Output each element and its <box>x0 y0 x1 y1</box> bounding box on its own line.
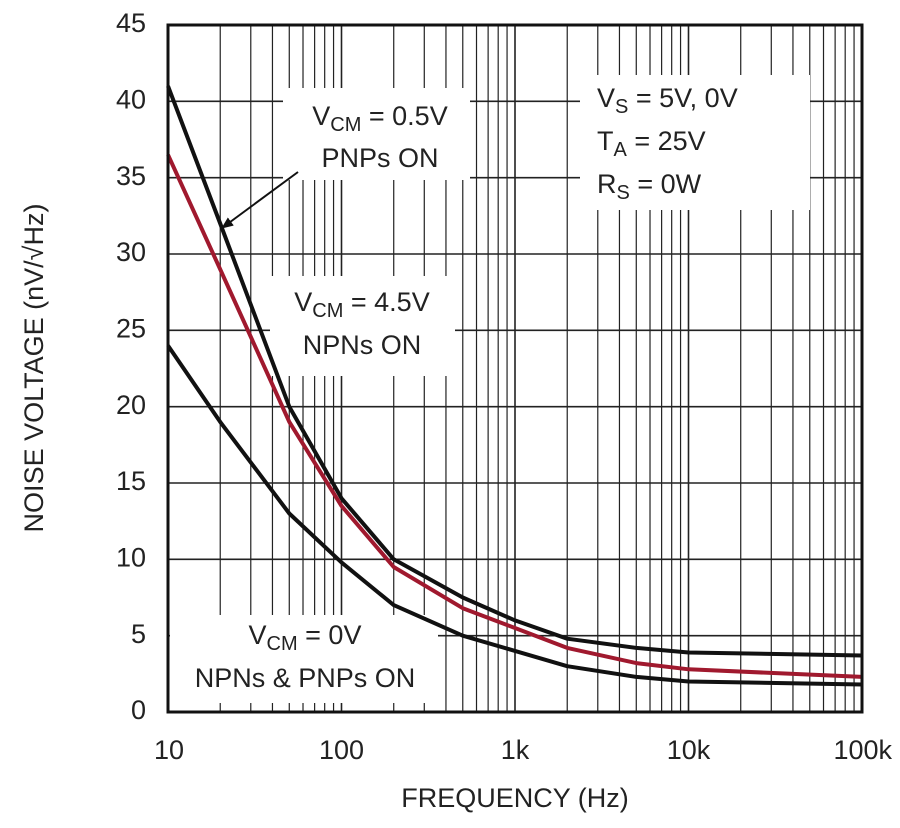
annotation-text: R <box>597 169 617 199</box>
annotation-text: = 5V, 0V <box>628 83 737 113</box>
plot-border <box>166 23 864 714</box>
annotation-background <box>270 276 455 376</box>
annotation-background <box>580 75 810 210</box>
annotation-text: CM <box>312 300 343 322</box>
annotation-text: = 4.5V <box>343 287 429 317</box>
annotation-text: S <box>615 96 628 118</box>
y-tick-label: 30 <box>116 237 146 267</box>
data-line <box>166 344 863 687</box>
annotation: VCM = 0V <box>249 620 362 655</box>
annotation: VCM = 0.5V <box>312 101 447 136</box>
annotation: NPNs ON <box>303 330 422 360</box>
annotation-text: = 0V <box>298 620 362 650</box>
y-tick-label: 5 <box>131 619 146 649</box>
annotation: NPNs & PNPs ON <box>195 663 416 693</box>
data-line <box>166 85 863 658</box>
y-axis-title: NOISE VOLTAGE (nV/√Hz) <box>19 204 49 533</box>
x-tick-label: 10k <box>667 735 711 765</box>
annotation-text: S <box>617 182 630 204</box>
x-tick-label: 1k <box>501 735 530 765</box>
annotation: VCM = 4.5V <box>294 287 429 322</box>
annotation: RS = 0W <box>597 169 702 204</box>
y-tick-label: 20 <box>116 390 146 420</box>
annotation-text: NPNs ON <box>303 330 422 360</box>
annotation-text: V <box>597 83 615 113</box>
annotation-text: V <box>249 620 267 650</box>
annotation-text: A <box>614 139 628 161</box>
annotation-background <box>283 88 470 180</box>
annotation-text: NPNs & PNPs ON <box>195 663 416 693</box>
annotation-text: = 25V <box>627 126 706 156</box>
annotation-arrow <box>221 171 299 229</box>
y-tick-label: 15 <box>116 466 146 496</box>
y-tick-label: 40 <box>116 84 146 114</box>
y-tick-label: 25 <box>116 313 146 343</box>
annotation-text: = 0.5V <box>361 101 447 131</box>
x-tick-label: 100k <box>833 735 892 765</box>
annotation: PNPs ON <box>321 143 438 173</box>
annotation-text: V <box>294 287 312 317</box>
annotation-text: CM <box>330 114 361 136</box>
data-line <box>166 153 863 679</box>
annotation-text: V <box>312 101 330 131</box>
y-tick-label: 45 <box>116 8 146 38</box>
annotation-background <box>170 615 438 703</box>
annotation-text: T <box>597 126 614 156</box>
x-tick-label: 100 <box>319 735 364 765</box>
y-tick-label: 35 <box>116 161 146 191</box>
y-tick-label: 10 <box>116 542 146 572</box>
annotation-text: = 0W <box>630 169 702 199</box>
x-tick-label: 10 <box>154 735 184 765</box>
y-tick-label: 0 <box>131 695 146 725</box>
annotation: TA = 25V <box>597 126 706 161</box>
annotation-text: PNPs ON <box>321 143 438 173</box>
x-axis-title: FREQUENCY (Hz) <box>401 783 629 813</box>
annotation: VS = 5V, 0V <box>597 83 738 118</box>
annotation-text: CM <box>267 633 298 655</box>
